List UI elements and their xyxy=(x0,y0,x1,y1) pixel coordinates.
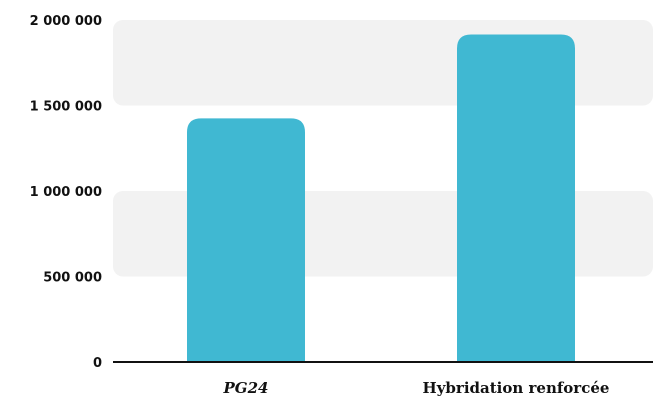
y-tick-label: 0 xyxy=(93,356,102,371)
y-tick-label: 1 500 000 xyxy=(30,100,102,115)
x-axis-labels: PG24 Hybridation renforcée xyxy=(223,379,610,397)
y-tick-label: 1 000 000 xyxy=(30,185,102,200)
bars xyxy=(187,34,575,362)
x-category-label: Hybridation renforcée xyxy=(423,379,610,397)
y-axis-ticks: 0 500 000 1 000 000 1 500 000 2 000 000 xyxy=(30,14,102,371)
y-tick-label: 2 000 000 xyxy=(30,14,102,29)
bar-hybridation-renforc-e xyxy=(457,34,575,362)
y-tick-label: 500 000 xyxy=(43,271,102,286)
bar-pg24 xyxy=(187,118,305,362)
x-category-label: PG24 xyxy=(223,379,269,397)
